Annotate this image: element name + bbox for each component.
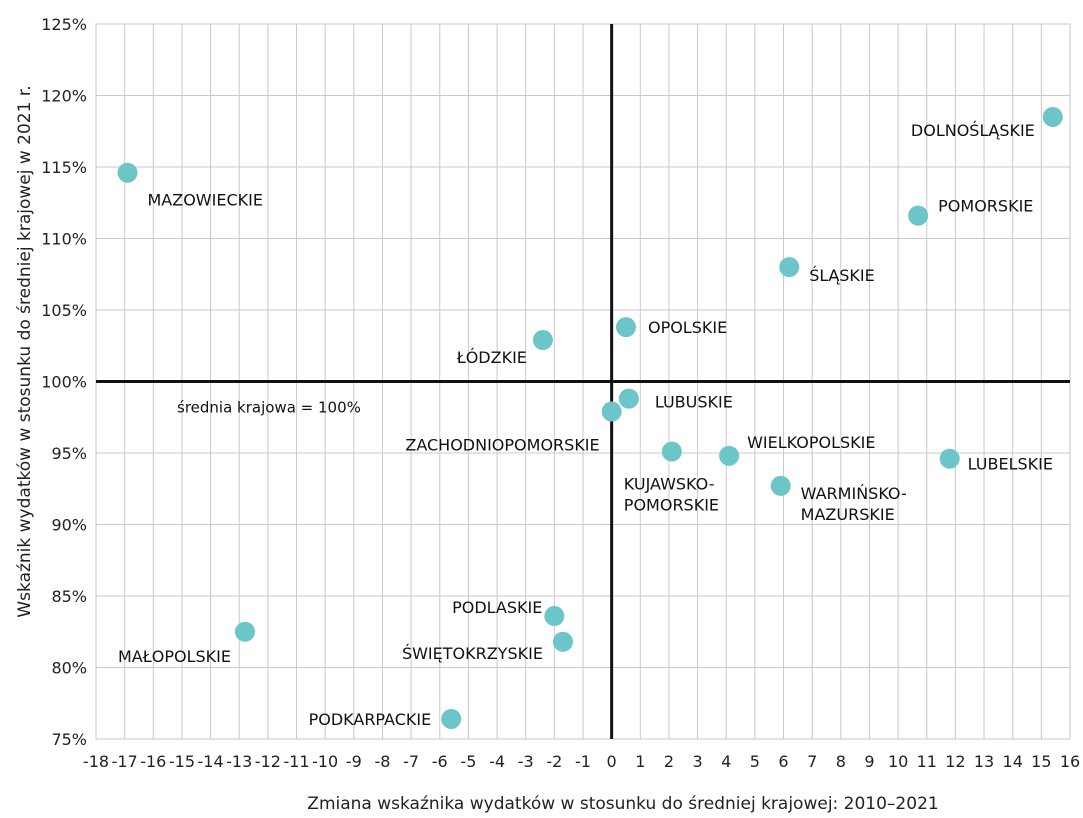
data-point [234, 621, 255, 642]
x-tick-label: 6 [778, 752, 788, 771]
data-point [544, 606, 565, 627]
point-label: PODLASKIE [452, 598, 542, 617]
x-tick-label: 11 [917, 752, 937, 771]
x-tick-label: 4 [721, 752, 731, 771]
x-tick-label: -11 [283, 752, 309, 771]
x-tick-label: 13 [974, 752, 994, 771]
x-tick-label: 12 [945, 752, 965, 771]
x-tick-label: 3 [692, 752, 702, 771]
point-label: MAZOWIECKIE [148, 191, 263, 210]
y-tick-label: 85% [51, 587, 87, 606]
point-label: POMORSKIE [938, 197, 1033, 216]
data-point [615, 317, 636, 338]
x-tick-label: 15 [1031, 752, 1051, 771]
point-label: ŁÓDZKIE [456, 348, 527, 367]
reference-note: średnia krajowa = 100% [177, 399, 361, 417]
axes [96, 24, 1070, 739]
point-label: DOLNOŚLĄSKIE [911, 121, 1035, 140]
x-tick-label: -14 [198, 752, 224, 771]
y-tick-label: 110% [41, 230, 87, 249]
point-label: ŚLĄSKIE [809, 266, 875, 285]
point-label: WIELKOPOLSKIE [747, 433, 875, 452]
point-label: MAŁOPOLSKIE [118, 647, 231, 666]
x-tick-label: -8 [374, 752, 390, 771]
y-axis-title: Wskaźnik wydatków w stosunku do średniej… [15, 85, 35, 617]
x-tick-label: -13 [226, 752, 252, 771]
x-tick-label: 5 [750, 752, 760, 771]
data-point [618, 388, 639, 409]
data-point [661, 441, 682, 462]
x-tick-label: -1 [575, 752, 591, 771]
x-tick-label: -6 [432, 752, 448, 771]
point-label: PODKARPACKIE [309, 710, 432, 729]
data-point [908, 205, 929, 226]
point-label: LUBELSKIE [968, 455, 1053, 474]
x-tick-label: 2 [664, 752, 674, 771]
point-labels: MAZOWIECKIE DOLNOŚLĄSKIE POMORSKIE ŚLĄSKIE O… [118, 121, 1053, 729]
y-tick-label: 105% [41, 301, 87, 320]
x-tick-label: -2 [546, 752, 562, 771]
point-label: LUBUSKIE [655, 393, 733, 412]
x-tick-label: -5 [460, 752, 476, 771]
y-tick-label: 100% [41, 373, 87, 392]
y-tick-label: 120% [41, 87, 87, 106]
data-point [552, 631, 573, 652]
x-tick-label: -7 [403, 752, 419, 771]
x-tick-label: -3 [518, 752, 534, 771]
point-label: OPOLSKIE [648, 318, 727, 337]
data-point [779, 257, 800, 278]
x-tick-label: -9 [346, 752, 362, 771]
data-point [719, 445, 740, 466]
x-tick-label: 10 [888, 752, 908, 771]
y-tick-label: 80% [51, 659, 87, 678]
x-tick-label: -10 [312, 752, 338, 771]
x-tick-label: -4 [489, 752, 505, 771]
tick-labels: -18 -17 -16 -15 -14 -13 -12 -11 -10 -9 -8 -7 -6 -5 -4-… [41, 15, 1080, 771]
data-point [117, 162, 138, 183]
data-point [770, 475, 791, 496]
y-tick-label: 95% [51, 444, 87, 463]
y-tick-label: 125% [41, 15, 87, 34]
x-tick-label: 16 [1060, 752, 1080, 771]
x-tick-label: -18 [83, 752, 109, 771]
data-points [117, 106, 1063, 729]
point-label: ŚWIĘTOKRZYSKIE [402, 644, 543, 663]
point-label: KUJAWSKO-POMORSKIE [624, 475, 719, 515]
x-tick-label: 9 [864, 752, 874, 771]
y-tick-label: 75% [51, 730, 87, 749]
x-tick-label: 8 [836, 752, 846, 771]
point-label: WARMIŃSKO-MAZURSKIE [801, 484, 907, 524]
x-tick-label: 0 [607, 752, 617, 771]
x-tick-label: 14 [1003, 752, 1023, 771]
data-point [532, 330, 553, 351]
x-tick-label: -15 [169, 752, 195, 771]
data-point [601, 401, 622, 422]
point-label: ZACHODNIOPOMORSKIE [405, 436, 599, 455]
data-point [1042, 106, 1063, 127]
y-tick-label: 90% [51, 516, 87, 535]
y-tick-label: 115% [41, 158, 87, 177]
data-point [939, 448, 960, 469]
x-tick-label: -12 [255, 752, 281, 771]
x-tick-label: 1 [635, 752, 645, 771]
data-point [441, 708, 462, 729]
x-tick-label: -17 [112, 752, 138, 771]
x-tick-label: -16 [140, 752, 166, 771]
x-tick-label: 7 [807, 752, 817, 771]
x-axis-title: Zmiana wskaźnika wydatków w stosunku do … [307, 794, 938, 814]
